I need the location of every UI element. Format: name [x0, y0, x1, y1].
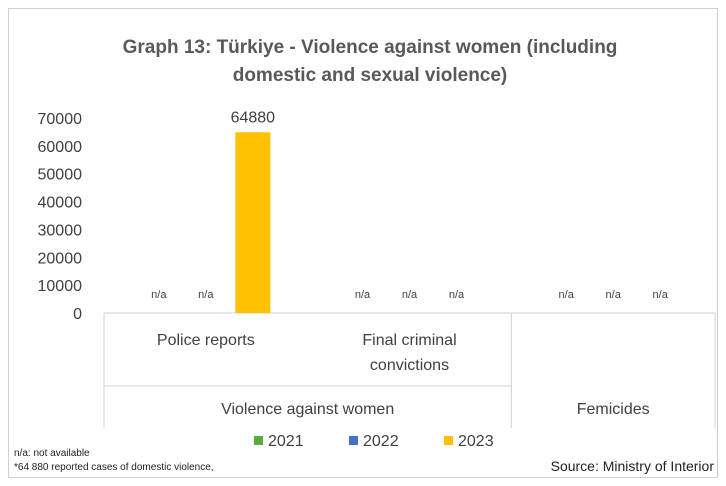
- bars: [235, 132, 271, 313]
- legend-swatch-2023: [444, 436, 453, 445]
- category-labels: Police reports Final criminal convictions V…: [157, 332, 650, 418]
- na-label-2021-cat-2: n/a: [559, 289, 575, 301]
- legend: 2021 2022 2023: [254, 433, 494, 450]
- category-label-0-line-0: Police reports: [157, 332, 255, 349]
- category-axis-lines: [103, 312, 716, 428]
- y-tick-label: 20000: [38, 250, 83, 267]
- chart-title-line-1: domestic and sexual violence): [233, 65, 508, 86]
- category-label-1-line-1: convictions: [370, 357, 449, 374]
- source-note: Source: Ministry of Interior: [550, 458, 714, 474]
- y-tick-label: 0: [73, 306, 82, 323]
- group-label-1: Femicides: [577, 401, 650, 418]
- data-labels: n/a n/a 64880 n/a n/a n/a n/a n/a n/a: [151, 109, 669, 301]
- na-label-2022-cat-1: n/a: [402, 289, 418, 301]
- y-tick-label: 60000: [38, 139, 83, 156]
- chart-frame: [8, 8, 718, 478]
- legend-label-2023: 2023: [458, 433, 494, 450]
- legend-swatch-2021: [254, 436, 263, 445]
- chart-title-line-0: Graph 13: Türkiye - Violence against wom…: [123, 37, 618, 58]
- group-label-0: Violence against women: [221, 401, 394, 418]
- na-label-2022-cat-2: n/a: [606, 289, 622, 301]
- y-tick-label: 10000: [38, 278, 83, 295]
- category-label-1-line-0: Final criminal: [362, 332, 456, 349]
- chart-title: Graph 13: Türkiye - Violence against wom…: [123, 37, 618, 86]
- y-tick-label: 40000: [38, 195, 83, 212]
- legend-swatch-2022: [349, 436, 358, 445]
- na-label-2022-cat-0: n/a: [198, 289, 214, 301]
- data-label-2023-cat-0: 64880: [231, 109, 276, 126]
- na-label-2021-cat-0: n/a: [151, 289, 167, 301]
- footnote-cases: *64 880 reported cases of domestic viole…: [14, 462, 214, 473]
- y-tick-label: 70000: [38, 111, 83, 128]
- na-label-2023-cat-2: n/a: [653, 289, 669, 301]
- na-label-2023-cat-1: n/a: [449, 289, 465, 301]
- legend-label-2022: 2022: [363, 433, 399, 450]
- legend-label-2021: 2021: [268, 433, 304, 450]
- y-tick-label: 50000: [38, 167, 83, 184]
- y-axis: 0 10000 20000 30000 40000 50000 60000 70000: [38, 111, 83, 323]
- na-label-2021-cat-1: n/a: [355, 289, 371, 301]
- bar-2023-cat-0: [235, 132, 271, 313]
- footnote-na: n/a: not available: [14, 448, 90, 459]
- y-tick-label: 30000: [38, 222, 83, 239]
